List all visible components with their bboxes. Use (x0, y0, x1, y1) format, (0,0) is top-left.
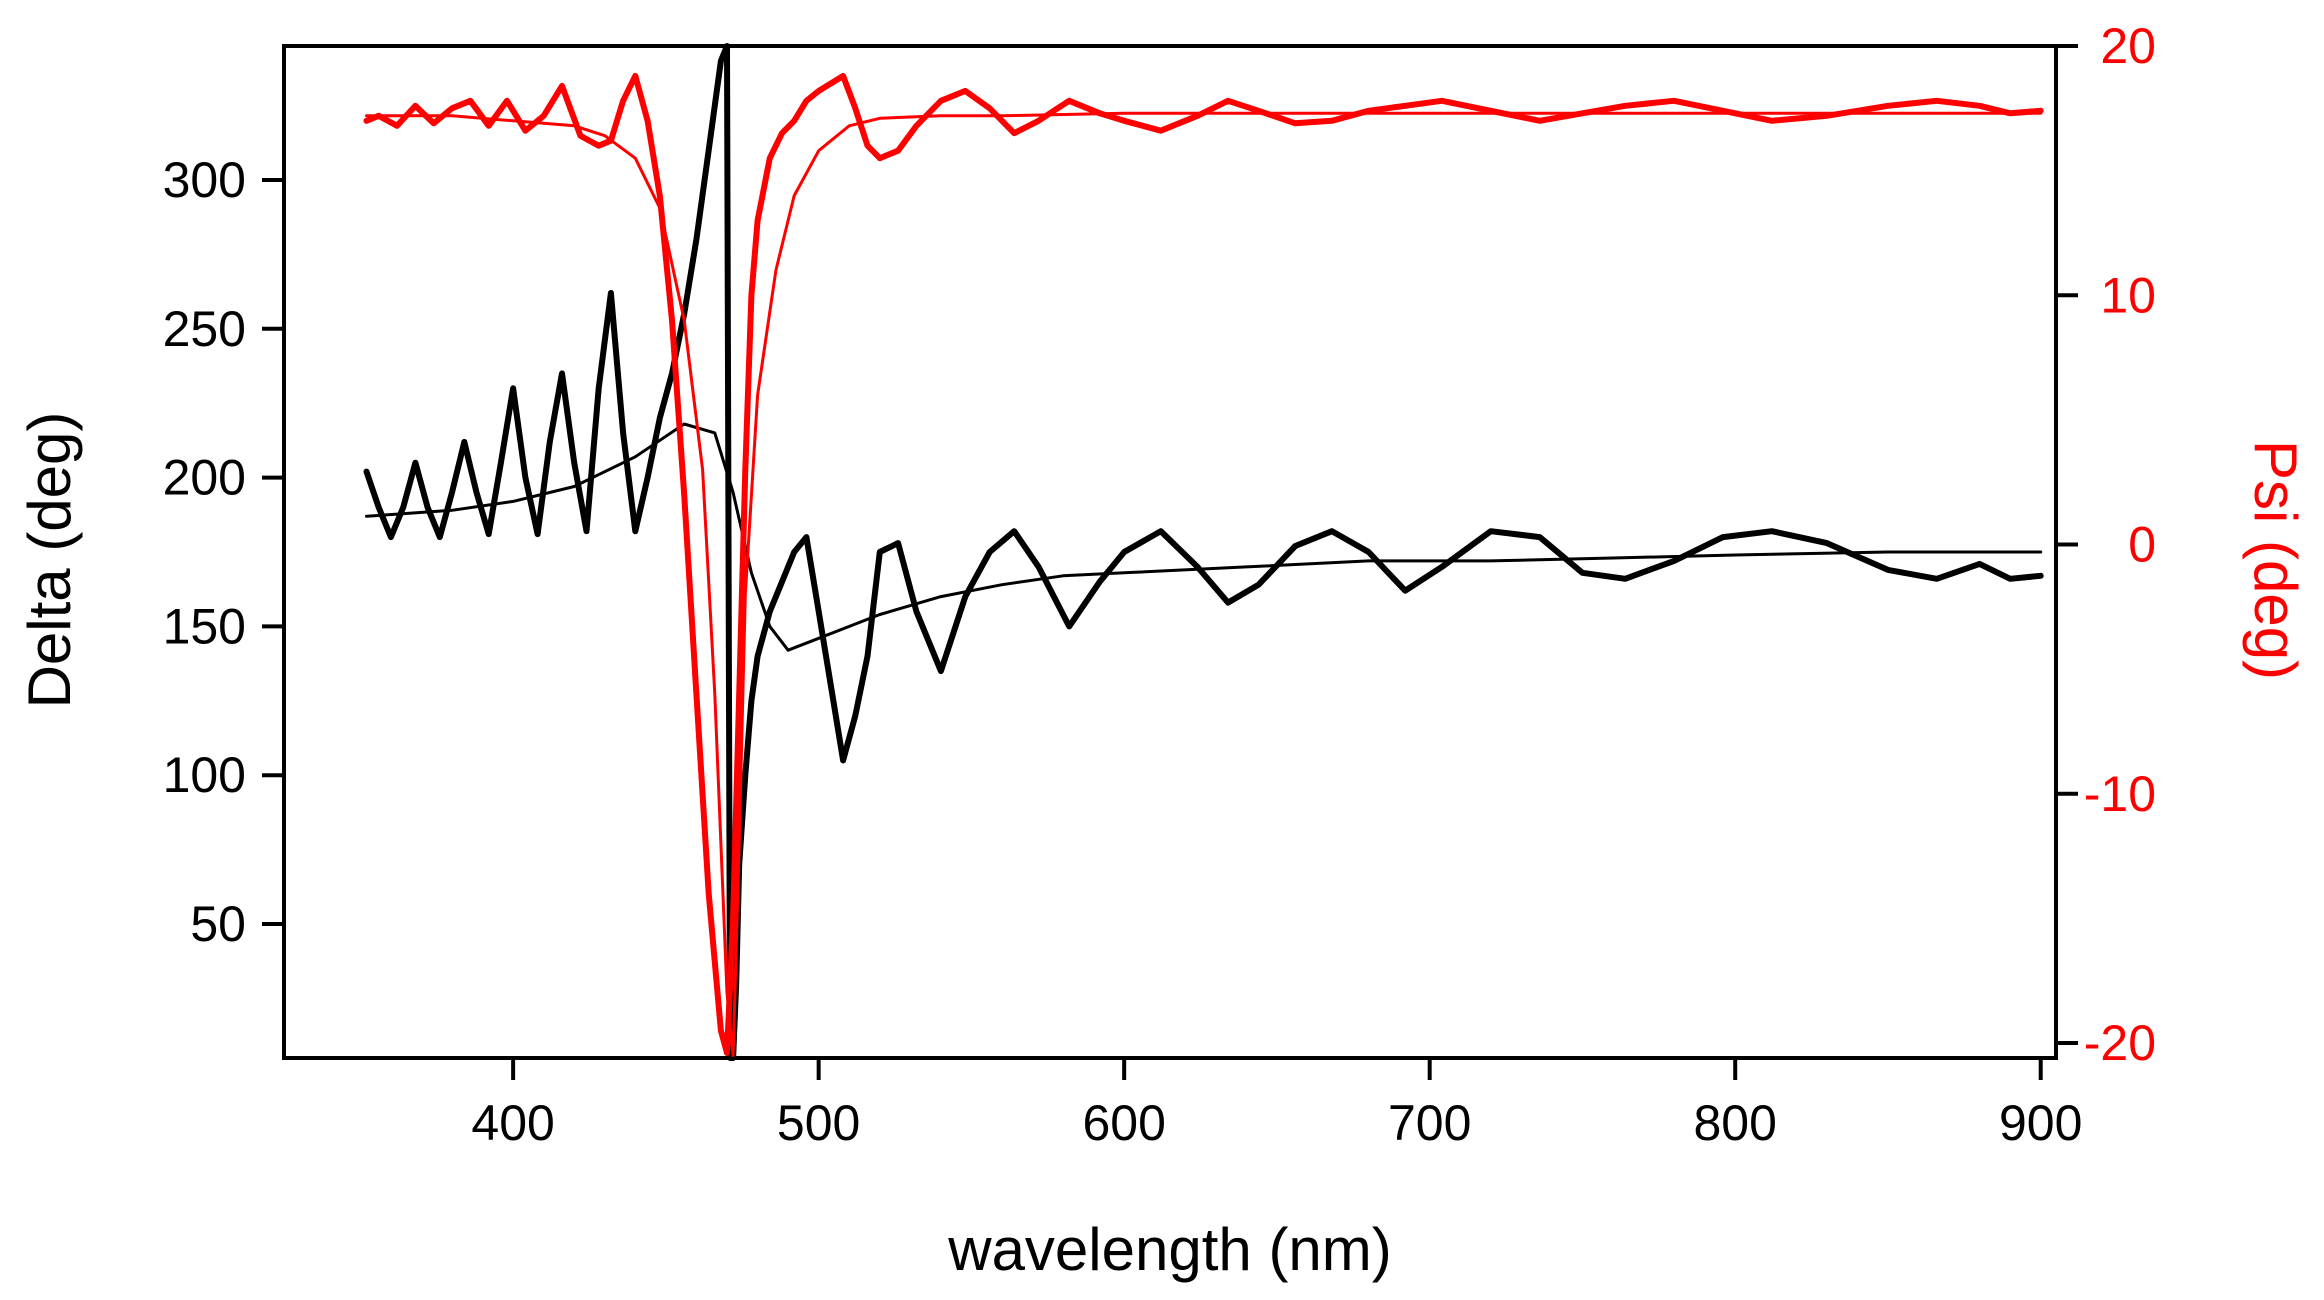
series-line-delta-model (365, 422, 2043, 652)
x-axis-title: wavelength (nm) (947, 1216, 1392, 1283)
right-tick-label: 10 (2100, 267, 2156, 323)
left-axis-ticks: 50 100 150 200 250 300 (163, 152, 284, 952)
right-tick-label: 0 (2128, 517, 2156, 573)
left-tick-label: 200 (163, 450, 246, 506)
series-line-psi-model (365, 111, 2043, 1057)
left-tick-label: 300 (163, 152, 246, 208)
left-tick-label: 100 (163, 747, 246, 803)
right-tick-label: 20 (2100, 18, 2156, 74)
right-axis-ticks: -20 -10 0 10 20 (2056, 18, 2156, 1071)
right-axis-title: Psi (deg) (2242, 440, 2309, 680)
left-tick-label: 50 (190, 896, 246, 952)
series-layer (363, 43, 2044, 1061)
x-tick-label: 800 (1693, 1095, 1776, 1151)
x-tick-label: 400 (471, 1095, 554, 1151)
right-tick-label: -10 (2084, 766, 2156, 822)
x-tick-label: 700 (1388, 1095, 1471, 1151)
series-line-delta-measured (363, 43, 2044, 1061)
left-tick-label: 150 (163, 598, 246, 654)
x-tick-label: 500 (777, 1095, 860, 1151)
left-axis-title: Delta (deg) (16, 412, 83, 709)
x-axis-ticks: 400 500 600 700 800 900 (471, 1058, 2082, 1151)
right-tick-label: -20 (2084, 1015, 2156, 1071)
x-tick-label: 900 (1999, 1095, 2082, 1151)
left-tick-label: 250 (163, 301, 246, 357)
x-tick-label: 600 (1082, 1095, 1165, 1151)
plot-frame (282, 44, 2058, 1060)
